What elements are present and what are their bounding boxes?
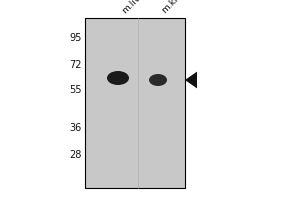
Text: 55: 55 [70,85,82,95]
Text: 95: 95 [70,33,82,43]
Text: m.liver: m.liver [120,0,149,15]
Text: 28: 28 [70,150,82,160]
Text: 36: 36 [70,123,82,133]
Bar [85,18,185,188]
Ellipse shape [107,71,129,85]
Ellipse shape [149,74,167,86]
Text: m.kidney: m.kidney [160,0,196,15]
Polygon shape [185,72,197,88]
Text: 72: 72 [70,60,82,70]
